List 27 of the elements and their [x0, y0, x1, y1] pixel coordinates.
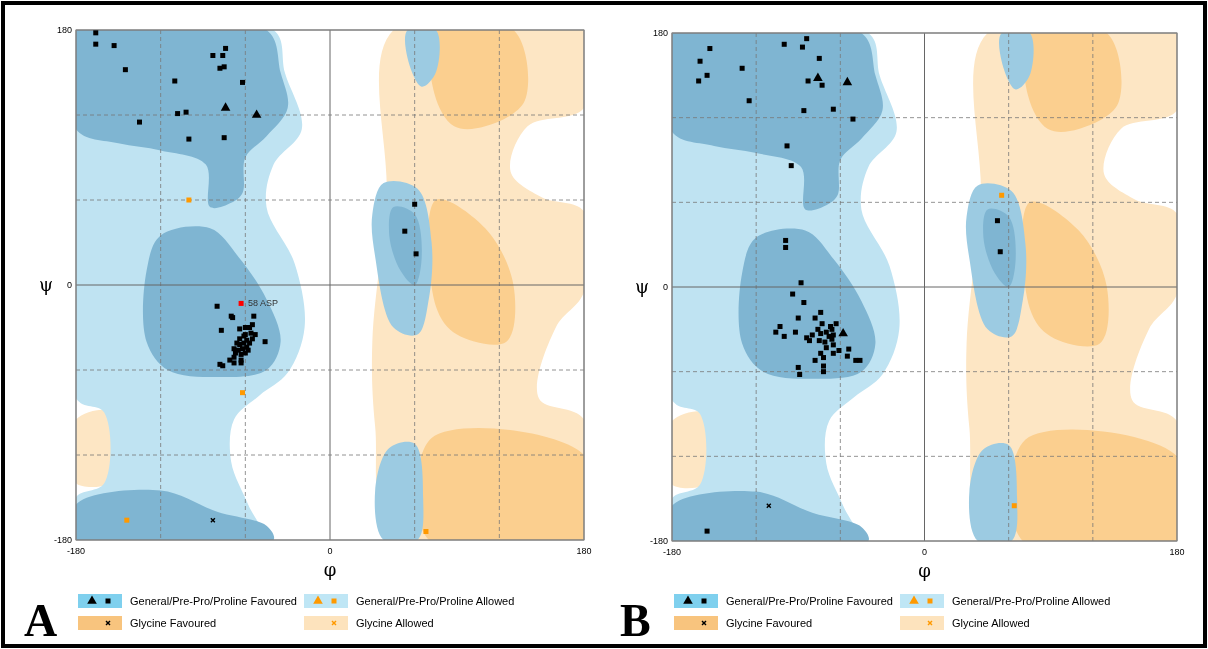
x-tick-label: 180 — [576, 546, 592, 556]
annotation: 58 ASP — [248, 298, 279, 309]
text: B — [620, 595, 651, 646]
x-tick-label: 0 — [327, 546, 333, 556]
x-tick-label: -180 — [662, 547, 682, 557]
x-tick-label: 180 — [1169, 547, 1185, 557]
legend-label: General/Pre-Pro/Proline Favoured — [130, 595, 297, 607]
y-axis-title: ψ — [38, 274, 54, 295]
y-tick-label: 180 — [652, 28, 668, 38]
y-tick-label: -180 — [53, 535, 72, 545]
text: A — [24, 595, 58, 646]
legend-label: Glycine Favoured — [726, 617, 813, 629]
y-tick-label: -180 — [649, 536, 668, 546]
legend-label: General/Pre-Pro/Proline Allowed — [952, 595, 1111, 607]
x-axis-title: φ — [918, 560, 931, 581]
y-tick-label: 0 — [66, 280, 72, 290]
legend-label: Glycine Allowed — [952, 617, 1030, 629]
y-tick-label: 0 — [662, 282, 668, 292]
legend-label: General/Pre-Pro/Proline Favoured — [726, 595, 893, 607]
y-axis-title: ψ — [634, 276, 650, 297]
x-tick-label: -180 — [66, 546, 86, 556]
x-tick-label: 0 — [921, 547, 928, 557]
legend-label: General/Pre-Pro/Proline Allowed — [356, 595, 515, 607]
legend-label: Glycine Allowed — [356, 617, 434, 629]
y-tick-label: 180 — [56, 25, 72, 35]
legend-label: Glycine Favoured — [130, 617, 217, 629]
x-axis-title: φ — [323, 559, 337, 580]
